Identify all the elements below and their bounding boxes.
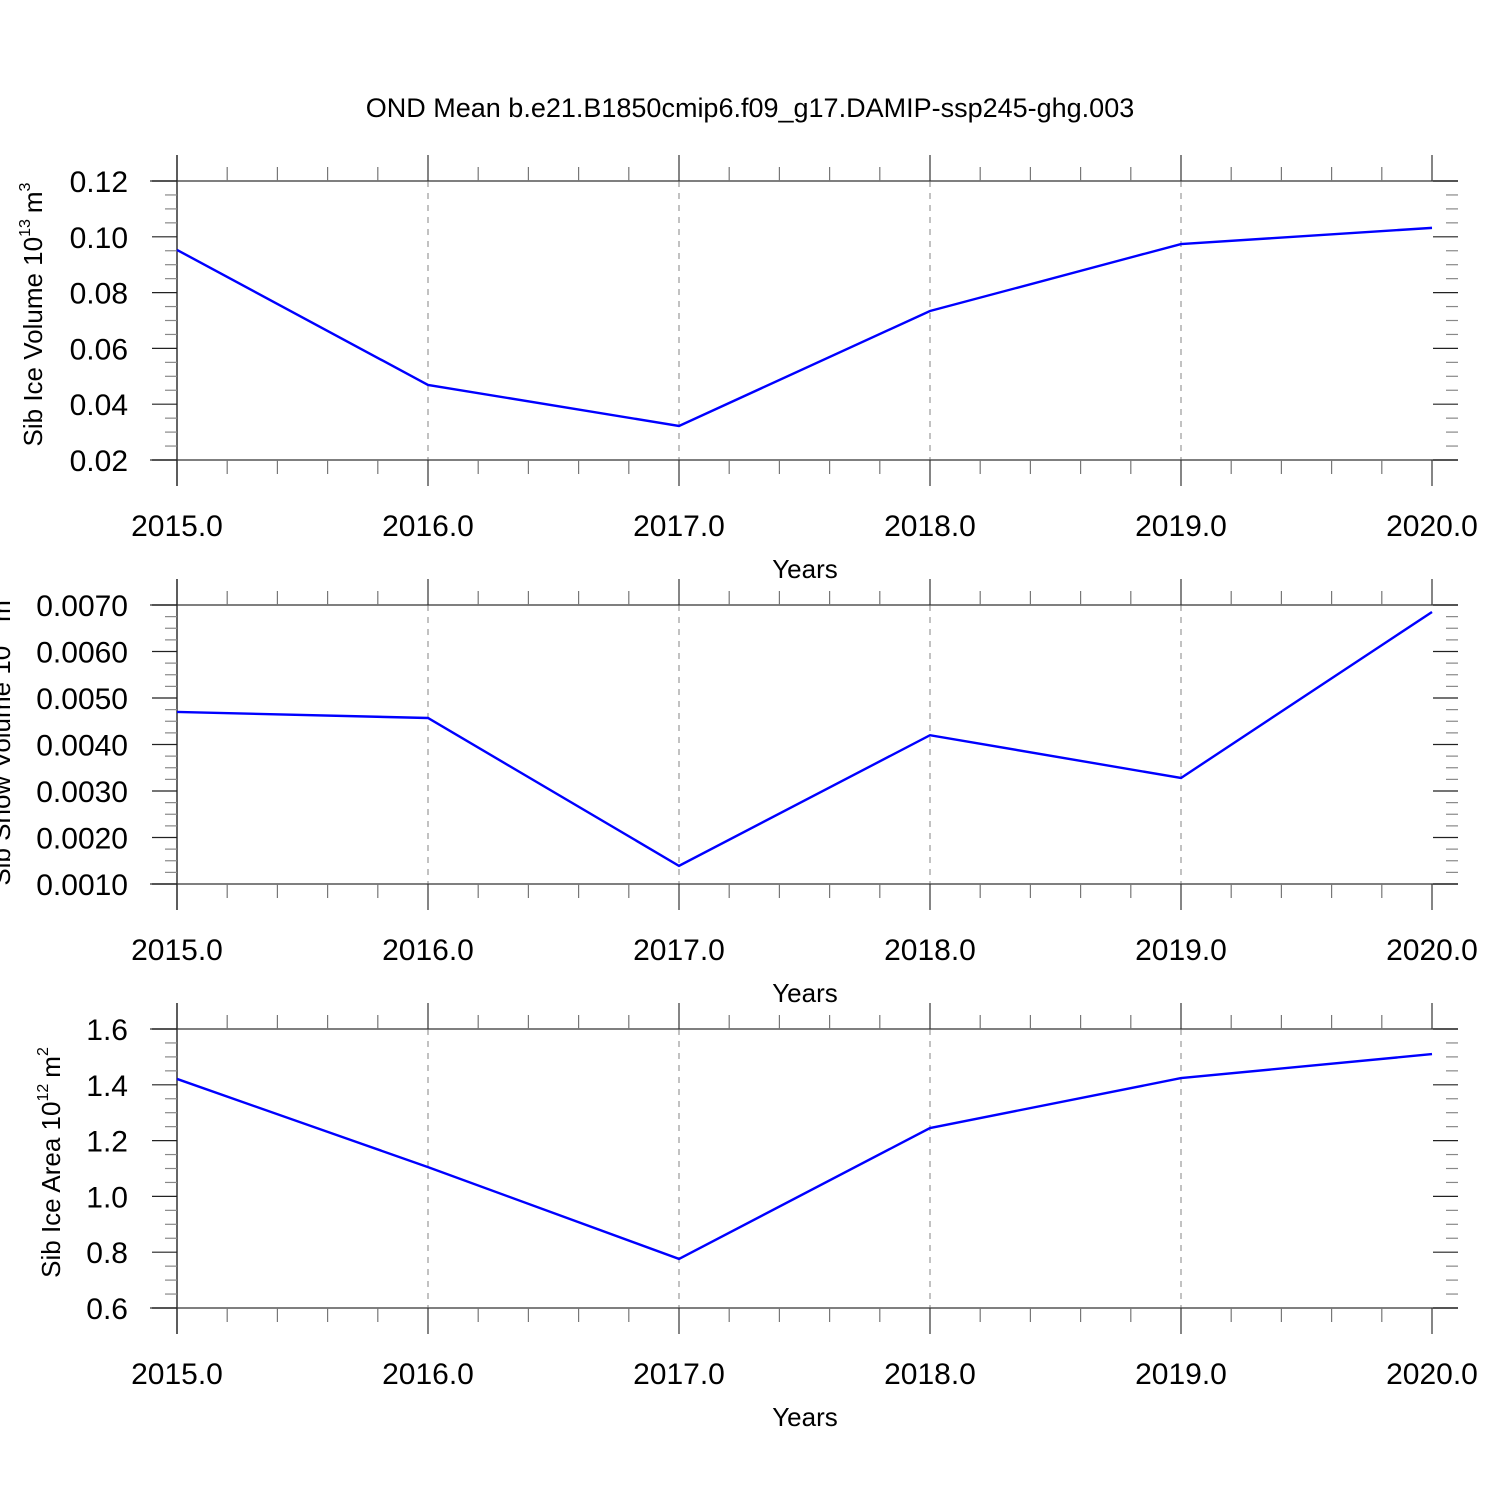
y-label-superscript: 12: [35, 1084, 52, 1102]
y-axis-label: Sib Snow Volume 1013 m3: [0, 591, 16, 885]
y-label-part: Sib Snow Volume 10: [0, 646, 16, 886]
y-tick-label: 0.6: [86, 1293, 128, 1326]
y-tick-label: 1.0: [86, 1181, 128, 1214]
x-tick-label: 2016.0: [382, 510, 474, 543]
y-tick-label: 0.0040: [36, 730, 128, 763]
y-tick-label: 0.0060: [36, 637, 128, 670]
y-tick-label: 0.08: [70, 278, 128, 311]
y-label-part: m: [0, 600, 16, 622]
x-axis-label: Years: [772, 554, 838, 584]
y-label-part: m: [18, 191, 48, 213]
x-tick-label: 2015.0: [131, 510, 223, 543]
x-tick-label: 2016.0: [382, 934, 474, 967]
y-label-superscript: 3: [0, 591, 2, 600]
x-tick-label: 2020.0: [1386, 510, 1478, 543]
x-tick-label: 2020.0: [1386, 934, 1478, 967]
data-line: [176, 610, 1433, 868]
y-label-superscript: 13: [17, 219, 34, 237]
y-axis-label: Sib Ice Volume 1013 m3: [17, 182, 48, 446]
y-tick-label: 1.4: [86, 1070, 128, 1103]
x-tick-label: 2019.0: [1135, 510, 1227, 543]
y-label-superscript: 3: [17, 182, 34, 191]
x-tick-label: 2018.0: [884, 1358, 976, 1391]
y-tick-label: 0.0030: [36, 776, 128, 809]
x-tick-label: 2016.0: [382, 1358, 474, 1391]
data-line: [176, 1052, 1433, 1261]
y-label-part: m: [36, 1056, 66, 1078]
y-tick-label: 1.2: [86, 1126, 128, 1159]
y-tick-label: 0.8: [86, 1237, 128, 1270]
y-tick-label: 0.0070: [36, 590, 128, 623]
y-tick-label: 0.06: [70, 333, 128, 366]
panel-2: 0.0010 0.0020 0.0030 0.0040 0.0050 0.0060 0.00…: [0, 579, 1478, 1008]
y-tick-label: 0.10: [70, 222, 128, 255]
y-tick-label: 0.0050: [36, 683, 128, 716]
panel-3: 0.6 0.8 1.0 1.2 1.4 1.6 2015.0 2016.0 2017.0 2018…: [35, 1003, 1478, 1432]
x-tick-label: 2017.0: [633, 934, 725, 967]
x-axis-label: Years: [772, 1402, 838, 1432]
x-axis-label: Years: [772, 978, 838, 1008]
x-tick-label: 2015.0: [131, 1358, 223, 1391]
x-tick-label: 2017.0: [633, 1358, 725, 1391]
chart-title: OND Mean b.e21.B1850cmip6.f09_g17.DAMIP-…: [366, 93, 1134, 123]
y-tick-label: 0.12: [70, 166, 128, 199]
y-axis-label: Sib Ice Area 1012 m2: [35, 1047, 66, 1278]
x-tick-label: 2015.0: [131, 934, 223, 967]
panel-1: 0.02 0.04 0.06 0.08 0.10 0.12 2015.0 2016.0 2017…: [17, 155, 1478, 584]
y-label-part: Sib Ice Volume 10: [18, 237, 48, 447]
x-tick-label: 2020.0: [1386, 1358, 1478, 1391]
y-tick-label: 0.04: [70, 389, 128, 422]
y-tick-label: 0.0020: [36, 823, 128, 856]
y-label-superscript: 13: [0, 628, 2, 646]
x-tick-label: 2019.0: [1135, 1358, 1227, 1391]
x-tick-label: 2018.0: [884, 934, 976, 967]
data-line: [176, 226, 1433, 428]
y-tick-label: 1.6: [86, 1014, 128, 1047]
x-tick-label: 2019.0: [1135, 934, 1227, 967]
x-tick-label: 2017.0: [633, 510, 725, 543]
y-tick-label: 0.0010: [36, 869, 128, 902]
y-label-part: Sib Ice Area 10: [36, 1102, 66, 1278]
y-label-superscript: 2: [35, 1047, 52, 1056]
y-tick-label: 0.02: [70, 445, 128, 478]
x-tick-label: 2018.0: [884, 510, 976, 543]
